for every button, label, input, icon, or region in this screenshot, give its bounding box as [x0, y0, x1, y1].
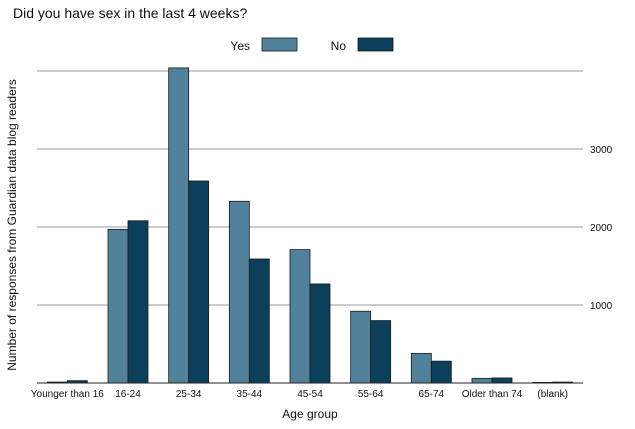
bar-yes: [107, 228, 129, 384]
x-tick-label: 55-64: [358, 389, 384, 400]
x-tick-label: Older than 74: [462, 389, 523, 400]
bar-no: [127, 220, 149, 384]
y-axis-label: Number of responses from Guardian data b…: [5, 79, 19, 371]
y-tick-label: 1000: [590, 301, 613, 312]
bar-no: [309, 283, 331, 384]
chart-title: Did you have sex in the last 4 weeks?: [13, 5, 248, 21]
bar-yes: [168, 67, 190, 384]
x-tick-label: 16-24: [115, 389, 141, 400]
y-tick-label: 2000: [590, 223, 613, 234]
bar-no: [491, 377, 513, 384]
y-tick-label: 3000: [590, 145, 613, 156]
x-tick-label: 65-74: [419, 389, 445, 400]
y-tick-labels: 1000 2000 3000: [590, 145, 613, 312]
x-axis-label: Age group: [282, 407, 338, 421]
bar-yes: [289, 249, 311, 384]
bar-yes: [350, 310, 372, 384]
legend-label-yes: Yes: [230, 39, 250, 53]
legend-swatch-yes: [261, 37, 298, 52]
x-tick-label: 35-44: [237, 389, 263, 400]
x-tick-label: 45-54: [297, 389, 323, 400]
bar-yes: [471, 377, 493, 384]
legend: Yes No: [230, 37, 394, 53]
x-tick-label: Younger than 16: [31, 389, 104, 400]
bar-yes: [410, 352, 432, 384]
bar-no: [248, 258, 270, 384]
bar-no: [370, 320, 392, 384]
x-tick-label: 25-34: [176, 389, 202, 400]
legend-swatch-no: [357, 37, 394, 52]
bar-no: [188, 180, 210, 384]
bar-yes: [228, 200, 250, 384]
bars: [46, 67, 574, 384]
legend-label-no: No: [331, 39, 347, 53]
x-tick-label: (blank): [537, 389, 568, 400]
x-tick-labels: Younger than 16 16-24 25-34 35-44 45-54 55-64…: [31, 389, 568, 400]
bar-no: [430, 360, 452, 384]
